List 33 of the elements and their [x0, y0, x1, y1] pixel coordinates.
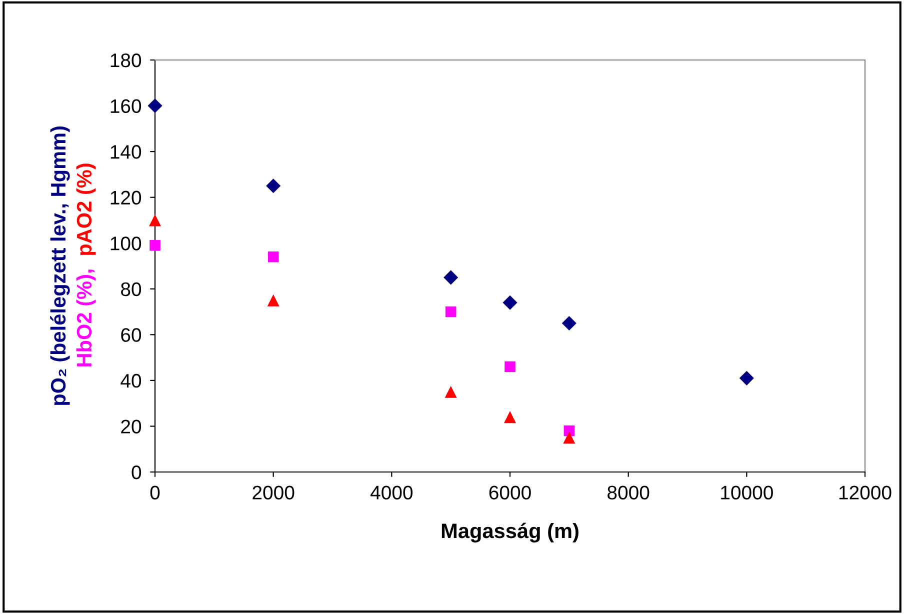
x-tick-label: 2000 — [252, 486, 294, 500]
y-tick-label: 180 — [110, 53, 142, 68]
y-tick-label: 60 — [121, 328, 142, 342]
x-tick-label: 8000 — [608, 486, 650, 500]
y-tick-label: 80 — [121, 282, 142, 296]
point — [504, 361, 516, 372]
point — [739, 370, 754, 386]
y-tick-label: 20 — [121, 420, 142, 434]
x-tick-label: 6000 — [489, 486, 531, 500]
point — [445, 306, 456, 318]
y-tick-label: 140 — [110, 145, 142, 159]
point — [504, 411, 516, 424]
point — [268, 251, 279, 262]
point — [444, 386, 457, 398]
y-tick-label: 160 — [110, 99, 142, 114]
point — [444, 270, 458, 285]
y-tick-label: 120 — [110, 190, 142, 205]
point — [563, 432, 576, 444]
x-tick-label: 12000 — [839, 486, 892, 500]
point — [148, 98, 162, 114]
point — [266, 178, 281, 194]
y-tick-label: 100 — [110, 236, 142, 250]
x-tick-label: 0 — [150, 486, 160, 500]
point — [148, 214, 162, 226]
y-tick-label: 40 — [120, 374, 142, 388]
x-axis-title: Magasság (m) — [442, 522, 578, 542]
point — [150, 240, 160, 251]
y-tick-label: 0 — [132, 465, 142, 480]
point — [267, 294, 280, 306]
x-tick-label: 4000 — [370, 486, 413, 500]
point — [502, 295, 518, 310]
x-tick-label: 10000 — [721, 486, 773, 500]
point — [562, 316, 576, 331]
